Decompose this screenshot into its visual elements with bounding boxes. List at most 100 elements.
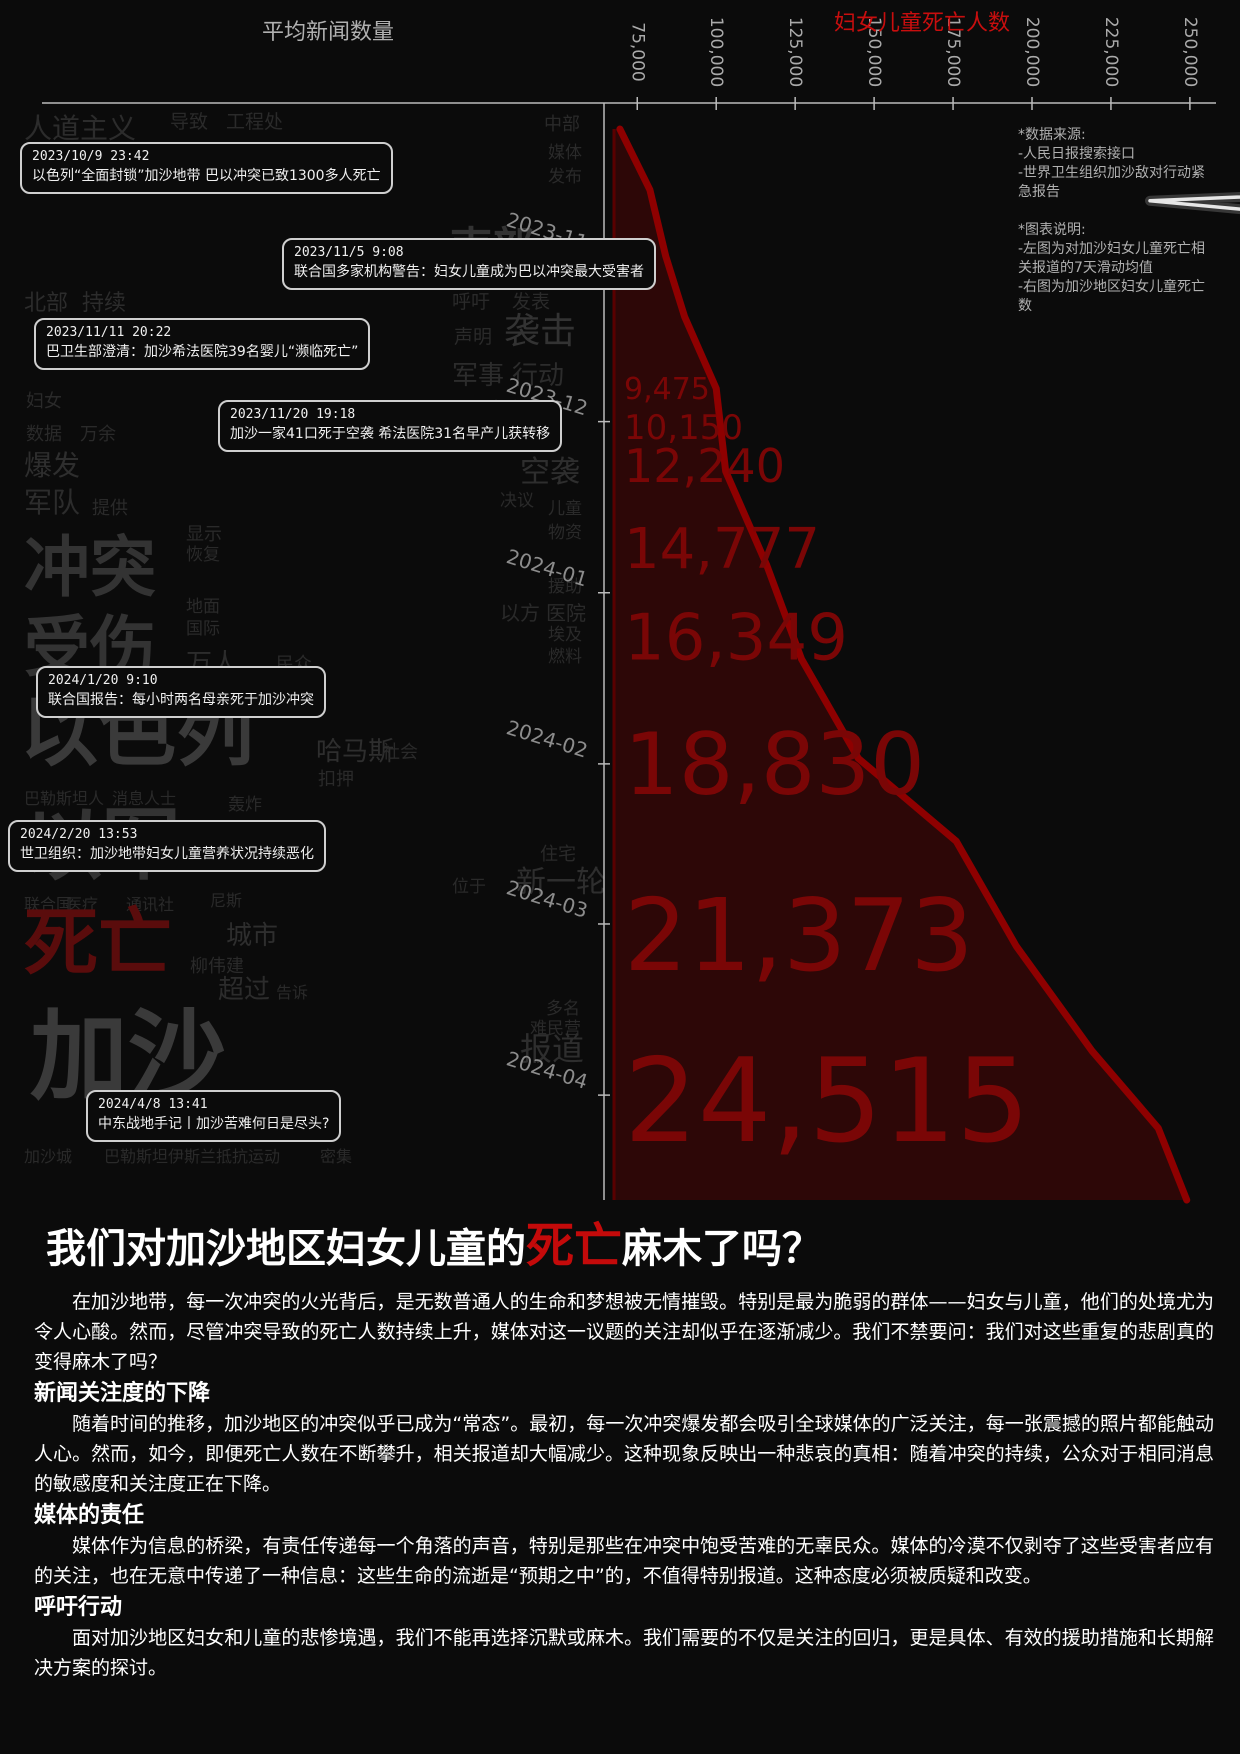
word-cloud-word: 万余 bbox=[80, 424, 116, 445]
section-paragraph: 面对加沙地区妇女和儿童的悲惨境遇，我们不能再选择沉默或麻木。我们需要的不仅是关注… bbox=[34, 1627, 1214, 1679]
word-cloud-word: 尼斯 bbox=[210, 891, 242, 910]
word-cloud-word: 军事 bbox=[452, 361, 504, 391]
right-x-tick-label: 175,000 bbox=[943, 17, 963, 87]
word-cloud-word: 提供 bbox=[92, 498, 128, 519]
annotation-callout: 2023/11/5 9:08 联合国多家机构警告：妇女儿童成为巴以冲突最大受害者 bbox=[282, 238, 656, 290]
annotation-time: 2024/1/20 9:10 bbox=[48, 673, 158, 688]
annotation-time: 2023/10/9 23:42 bbox=[32, 149, 150, 164]
word-cloud-word: 冲突 bbox=[24, 529, 156, 606]
description-item: -右图为加沙地区妇女儿童死亡数 bbox=[1018, 279, 1206, 314]
right-x-tick-label: 150,000 bbox=[864, 17, 884, 87]
word-cloud-word: 显示 bbox=[186, 524, 222, 545]
word-cloud-word: 新一轮 bbox=[516, 865, 606, 900]
annotation-callout: 2024/1/20 9:10 联合国报告：每小时两名母亲死于加沙冲突 bbox=[36, 666, 326, 718]
right-x-tick-label: 125,000 bbox=[785, 17, 805, 87]
word-cloud-word: 北部 bbox=[24, 291, 68, 316]
word-cloud-word: 物资 bbox=[548, 523, 582, 543]
annotation-time: 2023/11/5 9:08 bbox=[294, 245, 404, 260]
word-cloud-word: 数据 bbox=[26, 424, 62, 445]
headline-highlight: 死亡 bbox=[526, 1218, 623, 1274]
death-count-label: 16,349 bbox=[624, 601, 848, 675]
source-item: -世界卫生组织加沙敌对行动紧急报告 bbox=[1018, 165, 1206, 200]
word-cloud-word: 军队 bbox=[24, 486, 80, 519]
headline-post: 麻木了吗？ bbox=[622, 1226, 823, 1272]
word-cloud-word: 联合国 bbox=[24, 895, 72, 914]
word-cloud-word: 巴勒斯坦人 bbox=[24, 789, 104, 808]
annotation-time: 2024/4/8 13:41 bbox=[98, 1097, 208, 1112]
word-cloud-word: 呼吁 bbox=[452, 291, 490, 313]
annotation-callout: 2024/2/20 13:53 世卫组织：加沙地带妇女儿童营养状况持续恶化 bbox=[8, 820, 326, 872]
source-title: *数据来源: bbox=[1018, 127, 1086, 143]
word-cloud-word: 城市 bbox=[226, 921, 278, 951]
death-count-label: 9,475 bbox=[624, 372, 710, 407]
word-cloud-word: 告诉 bbox=[276, 983, 308, 1002]
word-cloud-word: 发表 bbox=[512, 291, 550, 313]
word-cloud-word: 空袭 bbox=[520, 455, 580, 490]
word-cloud-word: 妇女 bbox=[26, 391, 62, 412]
word-cloud-word: 中部 bbox=[544, 114, 580, 135]
word-cloud-word: 社会 bbox=[382, 742, 418, 763]
chart-area: 人道主义导致工程处中部媒体发布难民南部北部持续呼吁发表声明袭击军事行动妇女卫生部… bbox=[8, 11, 1240, 1204]
annotation-time: 2024/2/20 13:53 bbox=[20, 827, 138, 842]
word-cloud-word: 恢复 bbox=[186, 545, 220, 565]
section-title: 媒体的责任 bbox=[34, 1503, 145, 1528]
annotation-time: 2023/11/11 20:22 bbox=[46, 325, 172, 340]
word-cloud-word: 持续 bbox=[82, 291, 126, 316]
death-count-label: 14,777 bbox=[624, 517, 820, 582]
time-tick-label: 2024-02 bbox=[504, 715, 591, 762]
right-x-tick-label: 225,000 bbox=[1101, 17, 1121, 87]
word-cloud-word: 通讯社 bbox=[126, 895, 174, 914]
annotation-callout: 2023/10/9 23:42 以色列“全面封锁”加沙地带 巴以冲突已致1300… bbox=[20, 142, 393, 194]
word-cloud-word: 哈马斯 bbox=[316, 737, 394, 767]
annotation-callout: 2023/11/20 19:18 加沙一家41口死于空袭 希法医院31名早产儿获… bbox=[218, 400, 563, 452]
annotation-time: 2023/11/20 19:18 bbox=[230, 407, 356, 422]
right-x-tick-label: 250,000 bbox=[1180, 17, 1200, 87]
deaths-area-fill bbox=[614, 129, 1187, 1201]
word-cloud-word: 多名 bbox=[546, 999, 580, 1019]
headline: 我们对加沙地区妇女儿童的死亡麻木了吗？ bbox=[46, 1218, 1214, 1277]
word-cloud-word: 人道主义 bbox=[24, 112, 136, 145]
death-count-label: 21,373 bbox=[624, 877, 974, 994]
section-title: 呼吁行动 bbox=[34, 1595, 123, 1620]
word-cloud-word: 死亡 bbox=[24, 900, 172, 986]
chart-notes: *数据来源: -人民日报搜索接口 -世界卫生组织加沙敌对行动紧急报告 *图表说明… bbox=[1018, 126, 1218, 335]
word-cloud-word: 爆发 bbox=[24, 449, 80, 482]
annotation-text: 中东战地手记丨加沙苦难何日是尽头? bbox=[98, 1116, 330, 1132]
word-cloud-word: 以方 bbox=[500, 601, 540, 625]
annotation-callout: 2023/11/11 20:22 巴卫生部澄清：加沙希法医院39名婴儿“濒临死亡… bbox=[34, 318, 371, 370]
word-cloud-word: 位于 bbox=[452, 877, 486, 897]
word-cloud-word: 住宅 bbox=[540, 844, 576, 865]
word-cloud-word: 行动 bbox=[512, 361, 564, 391]
word-cloud-word: 决议 bbox=[500, 491, 534, 511]
word-cloud-word: 地面 bbox=[186, 597, 220, 617]
word-cloud-word: 医疗 bbox=[66, 895, 98, 914]
annotation-text: 以色列“全面封锁”加沙地带 巴以冲突已致1300多人死亡 bbox=[32, 168, 381, 184]
word-cloud-word: 轰炸 bbox=[228, 795, 262, 815]
word-cloud-word: 巴勒斯坦伊斯兰抵抗运动 bbox=[104, 1147, 280, 1166]
annotation-text: 巴卫生部澄清：加沙希法医院39名婴儿“濒临死亡” bbox=[46, 344, 359, 360]
source-item: -人民日报搜索接口 bbox=[1018, 146, 1136, 162]
death-count-label: 18,830 bbox=[624, 715, 925, 815]
annotation-text: 联合国多家机构警告：妇女儿童成为巴以冲突最大受害者 bbox=[294, 264, 644, 280]
article: 我们对加沙地区妇女儿童的死亡麻木了吗？ 在加沙地带，每一次冲突的火光背后，是无数… bbox=[34, 1218, 1214, 1683]
intro-paragraph: 在加沙地带，每一次冲突的火光背后，是无数普通人的生命和梦想被无情摧毁。特别是最为… bbox=[34, 1291, 1214, 1373]
word-cloud-word: 发布 bbox=[548, 167, 582, 187]
word-cloud-word: 医院 bbox=[546, 601, 586, 625]
description-title: *图表说明: bbox=[1018, 222, 1086, 238]
word-cloud-word: 密集 bbox=[320, 1147, 352, 1166]
death-count-label: 12,240 bbox=[624, 439, 785, 493]
right-x-axis-title: 妇女儿童死亡人数 bbox=[834, 11, 1010, 36]
right-x-tick-label: 200,000 bbox=[1022, 17, 1042, 87]
word-cloud-word: 儿童 bbox=[548, 499, 582, 519]
word-cloud-word: 消息人士 bbox=[112, 789, 176, 808]
word-cloud-word: 难民营 bbox=[530, 1019, 581, 1039]
right-x-tick-label: 100,000 bbox=[706, 17, 726, 87]
word-cloud-word: 超过 bbox=[218, 975, 270, 1005]
word-cloud-word: 声明 bbox=[454, 326, 492, 348]
word-cloud-word: 媒体 bbox=[548, 143, 582, 163]
annotation-text: 世卫组织：加沙地带妇女儿童营养状况持续恶化 bbox=[20, 846, 314, 862]
annotation-text: 加沙一家41口死于空袭 希法医院31名早产儿获转移 bbox=[230, 426, 551, 442]
annotation-callout: 2024/4/8 13:41 中东战地手记丨加沙苦难何日是尽头? bbox=[86, 1090, 342, 1142]
word-cloud-word: 援助 bbox=[548, 577, 582, 597]
headline-pre: 我们对加沙地区妇女儿童的 bbox=[46, 1226, 526, 1272]
